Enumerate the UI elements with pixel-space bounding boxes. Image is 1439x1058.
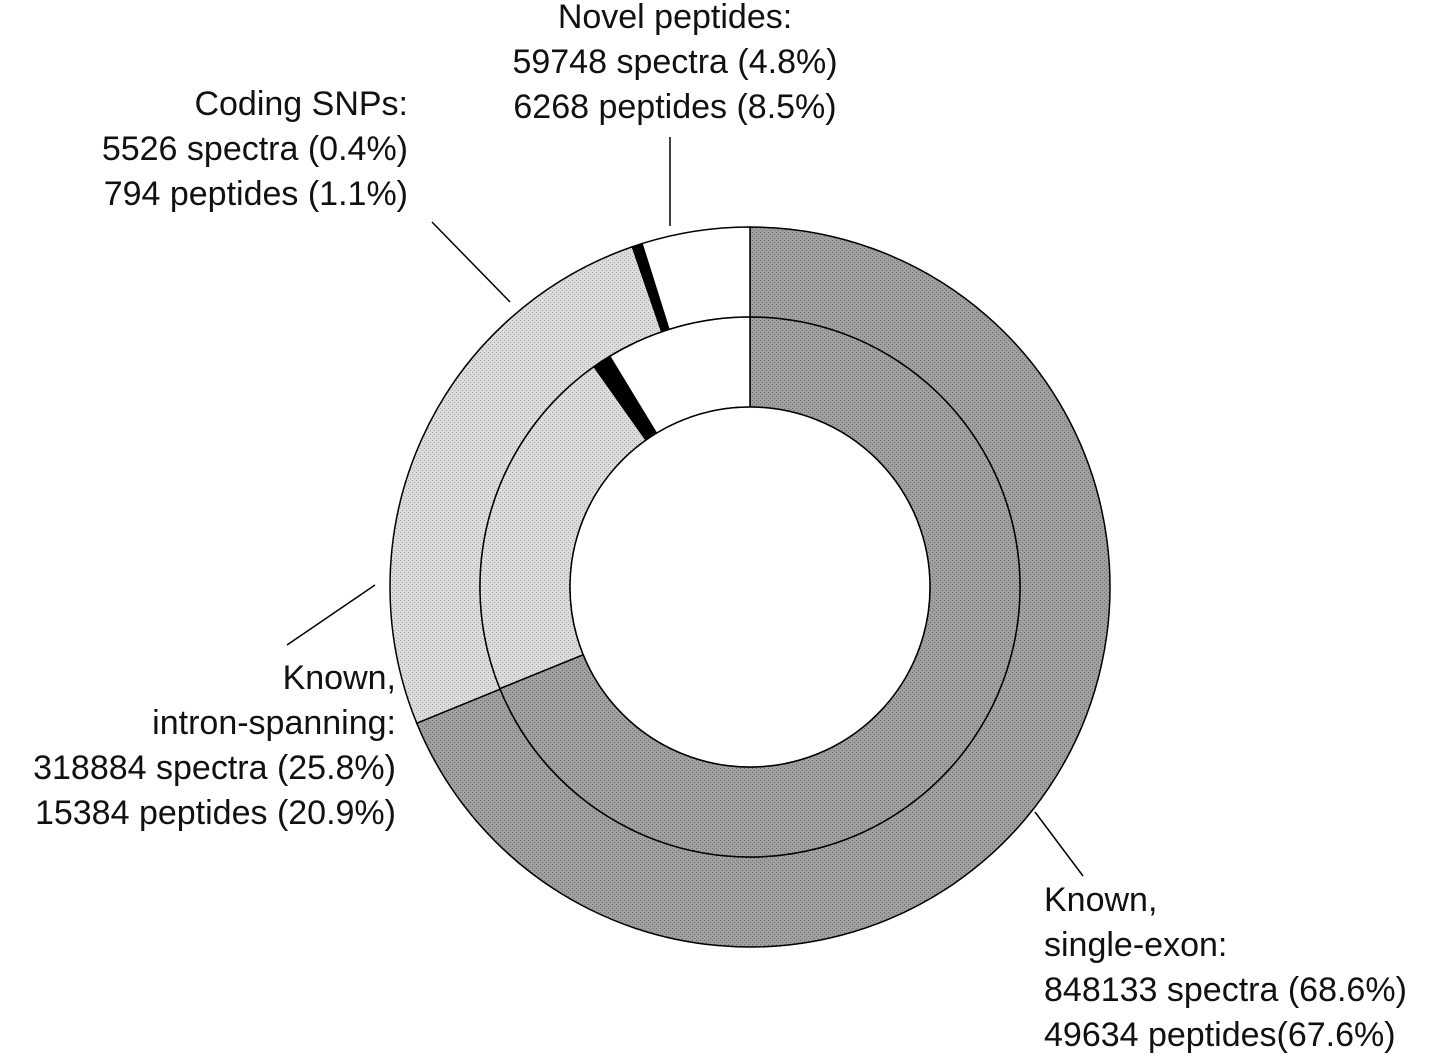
label-snp-peptides: 794 peptides (1.1%) (103, 175, 408, 213)
label-single-line2: single-exon: (1044, 926, 1228, 964)
donut-hole (569, 406, 931, 768)
leader-intron-spanning (286, 584, 376, 646)
label-novel-peptides: 6268 peptides (8.5%) (513, 88, 837, 126)
label-known-intron-spanning: Known, intron-spanning: 318884 spectra (… (0, 656, 396, 836)
label-snp-spectra: 5526 spectra (0.4%) (101, 130, 408, 168)
label-snp-title: Coding SNPs: (194, 85, 408, 123)
label-intron-spectra: 318884 spectra (25.8%) (33, 749, 396, 787)
label-coding-snps: Coding SNPs: 5526 spectra (0.4%) 794 pep… (40, 82, 408, 217)
label-intron-peptides: 15384 peptides (20.9%) (34, 794, 396, 832)
leader-lines (286, 137, 1084, 877)
label-known-single-exon: Known, single-exon: 848133 spectra (68.6… (1044, 878, 1434, 1058)
leader-single-exon (1034, 811, 1084, 877)
label-novel-spectra: 59748 spectra (4.8%) (512, 43, 838, 81)
label-single-spectra: 848133 spectra (68.6%) (1044, 971, 1407, 1009)
label-single-peptides: 49634 peptides(67.6%) (1044, 1016, 1396, 1054)
label-single-line1: Known, (1044, 881, 1158, 919)
label-intron-line1: Known, (282, 659, 396, 697)
label-intron-line2: intron-spanning: (152, 704, 396, 742)
label-novel-title: Novel peptides: (557, 0, 793, 36)
leader-coding-snps (431, 221, 511, 303)
label-novel-peptides: Novel peptides: 59748 spectra (4.8%) 626… (470, 0, 880, 130)
